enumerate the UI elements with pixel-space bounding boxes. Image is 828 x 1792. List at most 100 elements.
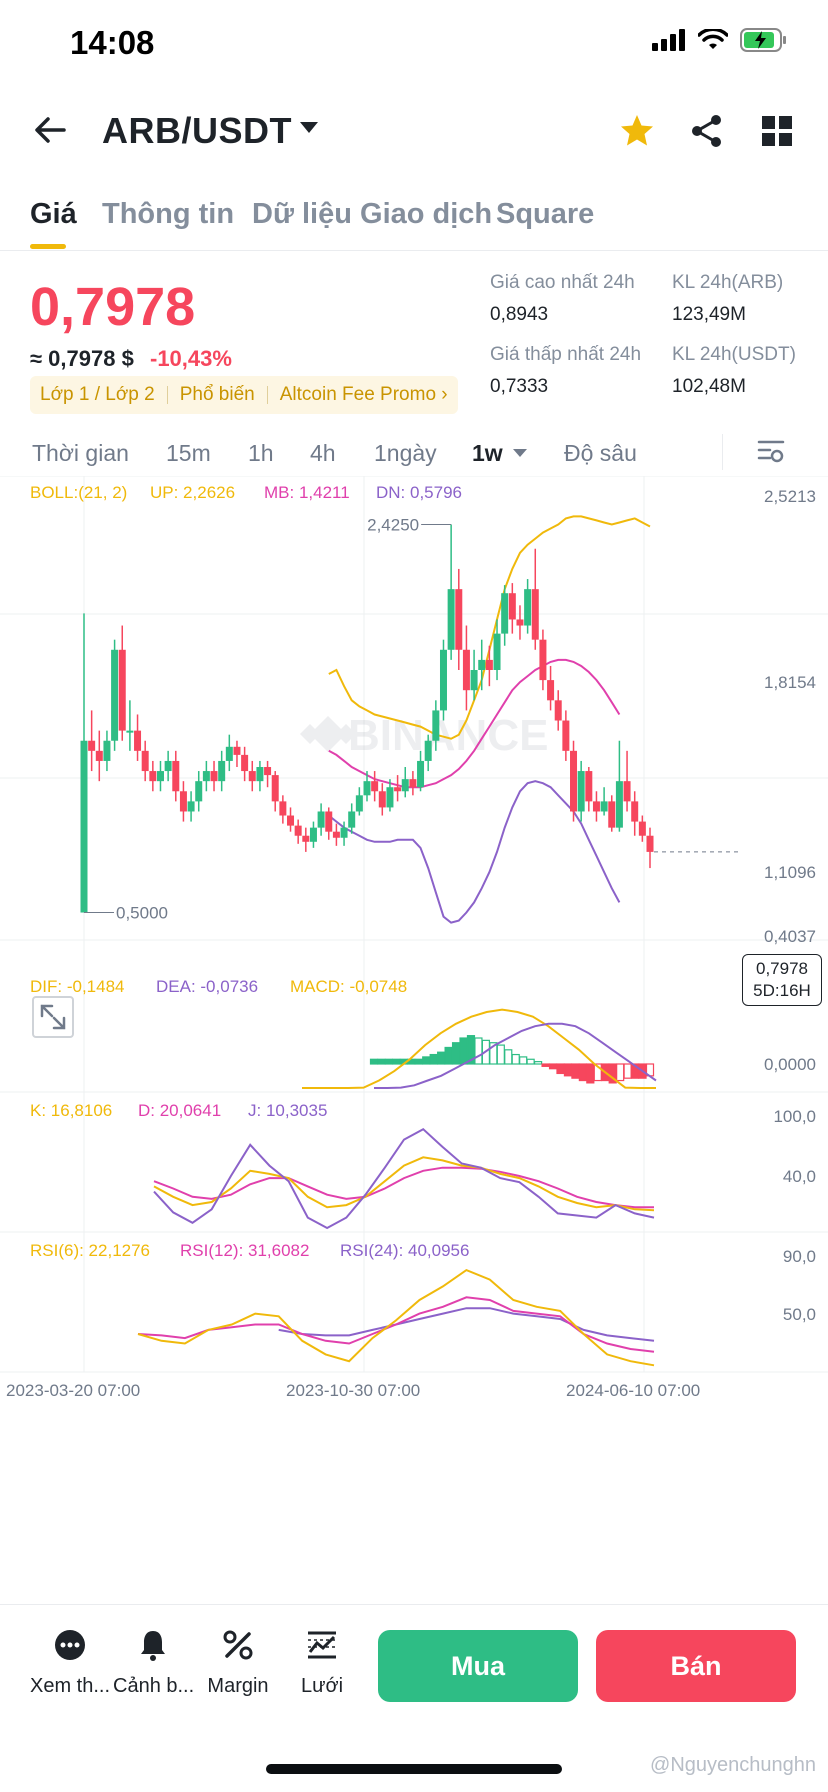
tag-layer[interactable]: Lớp 1 / Lớp 2 [40, 384, 155, 405]
rsi6-line [137, 1268, 655, 1367]
fullscreen-button[interactable] [32, 996, 74, 1038]
candle-body [218, 760, 226, 782]
candle-body [562, 720, 570, 751]
rsi-panel [137, 1268, 655, 1367]
expand-icon [40, 1004, 66, 1030]
active-tab-indicator [30, 244, 66, 249]
candle-body [241, 754, 249, 772]
candle-body [577, 771, 585, 812]
macd-histogram-bar [451, 1042, 461, 1065]
candle-body [195, 781, 203, 802]
bottom-alert[interactable]: Cảnh b... [113, 1628, 194, 1698]
macd-histogram-bar [504, 1049, 513, 1065]
price-usd: ≈ 0,7978 $ [30, 346, 134, 371]
last-price-tag: 0,7978 5D:16H [742, 954, 822, 1006]
candle-body [378, 791, 386, 808]
candle-body [103, 740, 111, 761]
candle-body [271, 775, 279, 802]
macd-histogram-bar [571, 1063, 580, 1079]
status-time: 14:08 [70, 24, 155, 61]
candle-body [363, 781, 371, 796]
favorite-star-icon[interactable] [618, 112, 656, 150]
macd-histogram-bar [474, 1037, 483, 1065]
share-icon[interactable] [688, 112, 726, 150]
price-axis-tick: 1,1096 [764, 863, 816, 882]
user-watermark: @Nguyenchunghn [650, 1754, 816, 1776]
kdj-panel [153, 1127, 655, 1230]
tab-info[interactable]: Thông tin [102, 198, 235, 230]
candle-body [417, 760, 425, 788]
pair-dropdown-icon[interactable] [300, 122, 318, 133]
tag-promo[interactable]: Altcoin Fee Promo › [279, 384, 448, 405]
bottom-grid-label: Lưới [300, 1675, 344, 1697]
price-axis-tick: 2,5213 [764, 487, 816, 506]
interval-dropdown-icon[interactable] [512, 448, 528, 458]
signal-icon [652, 29, 685, 51]
kdj-axis-tick: 40,0 [783, 1167, 816, 1186]
price-change: -10,43% [150, 346, 232, 371]
tag-strip: Lớp 1 / Lớp 2 Phổ biến Altcoin Fee Promo… [30, 376, 458, 414]
sell-button[interactable]: Bán [596, 1630, 796, 1702]
tab-square[interactable]: Square [496, 198, 595, 230]
back-arrow-icon[interactable] [30, 110, 70, 150]
kdj-legend-j: J: 10,3035 [248, 1101, 327, 1120]
candle-body [439, 649, 447, 711]
candle-body [493, 633, 501, 670]
candle-body [447, 589, 455, 650]
candle-body [80, 740, 88, 913]
interval-1h[interactable]: 1h [248, 440, 274, 466]
candle-body [570, 750, 578, 812]
macd-axis-tick: 0,0000 [764, 1055, 816, 1074]
candle-body [600, 801, 608, 812]
buy-button[interactable]: Mua [378, 1630, 578, 1702]
stat-high-label: Giá cao nhất 24h [490, 272, 635, 293]
candle-body [539, 639, 547, 681]
status-icons [652, 28, 788, 52]
candle-body [141, 750, 149, 772]
candle-body [340, 827, 348, 838]
stat-high-value: 0,8943 [490, 304, 549, 325]
candle-body [623, 781, 631, 802]
candle-body [134, 730, 142, 751]
candle-body [233, 746, 241, 755]
interval-1day[interactable]: 1ngày [374, 440, 437, 466]
pair-selector[interactable]: ARB/USDT [102, 110, 292, 151]
candle-body [432, 710, 440, 741]
candle-body [279, 801, 287, 816]
tag-popular[interactable]: Phổ biến [179, 384, 255, 405]
price-chart[interactable]: BINANCE BOLL:(21, 2) UP: 2,2626 MB: 1,4211… [0, 476, 828, 1600]
macd-histogram-bar [548, 1063, 558, 1070]
candle-body [608, 801, 616, 828]
price-axis-tick: 0,4037 [764, 927, 816, 946]
interval-1w[interactable]: 1w [472, 440, 503, 466]
bottom-margin[interactable]: Margin [198, 1628, 278, 1698]
candle-body [394, 787, 402, 792]
layout-grid-icon[interactable] [758, 112, 796, 150]
candle-body [592, 801, 600, 812]
macd-dea-line [374, 1022, 657, 1089]
macd-legend-dif: DIF: -0,1484 [30, 977, 125, 996]
boll-legend-dn: DN: 0,5796 [376, 483, 462, 502]
tab-trading-data[interactable]: Dữ liệu Giao dịch [252, 198, 493, 230]
bottom-grid[interactable]: Lưới [282, 1628, 362, 1698]
interval-time[interactable]: Thời gian [32, 440, 129, 466]
candle-body [264, 767, 272, 776]
kdj-j-line [153, 1127, 655, 1230]
macd-legend-dea: DEA: -0,0736 [156, 977, 258, 996]
last-price: 0,7978 [30, 277, 196, 337]
tab-price[interactable]: Giá [30, 198, 77, 230]
x-axis-tick: 2023-03-20 07:00 [6, 1381, 140, 1400]
binance-watermark: BINANCE [300, 711, 548, 760]
rsi-axis-tick: 50,0 [783, 1305, 816, 1324]
candle-body [294, 825, 302, 836]
interval-depth[interactable]: Độ sâu [564, 440, 637, 466]
candle-body [631, 801, 639, 822]
candle-body [462, 649, 470, 691]
interval-4h[interactable]: 4h [310, 440, 336, 466]
chart-settings-icon[interactable] [756, 436, 786, 466]
interval-15m[interactable]: 15m [166, 440, 211, 466]
svg-text:BINANCE: BINANCE [348, 711, 548, 760]
bottom-more[interactable]: Xem th... [30, 1628, 110, 1698]
candle-body [88, 740, 96, 751]
candle-body [179, 791, 187, 812]
